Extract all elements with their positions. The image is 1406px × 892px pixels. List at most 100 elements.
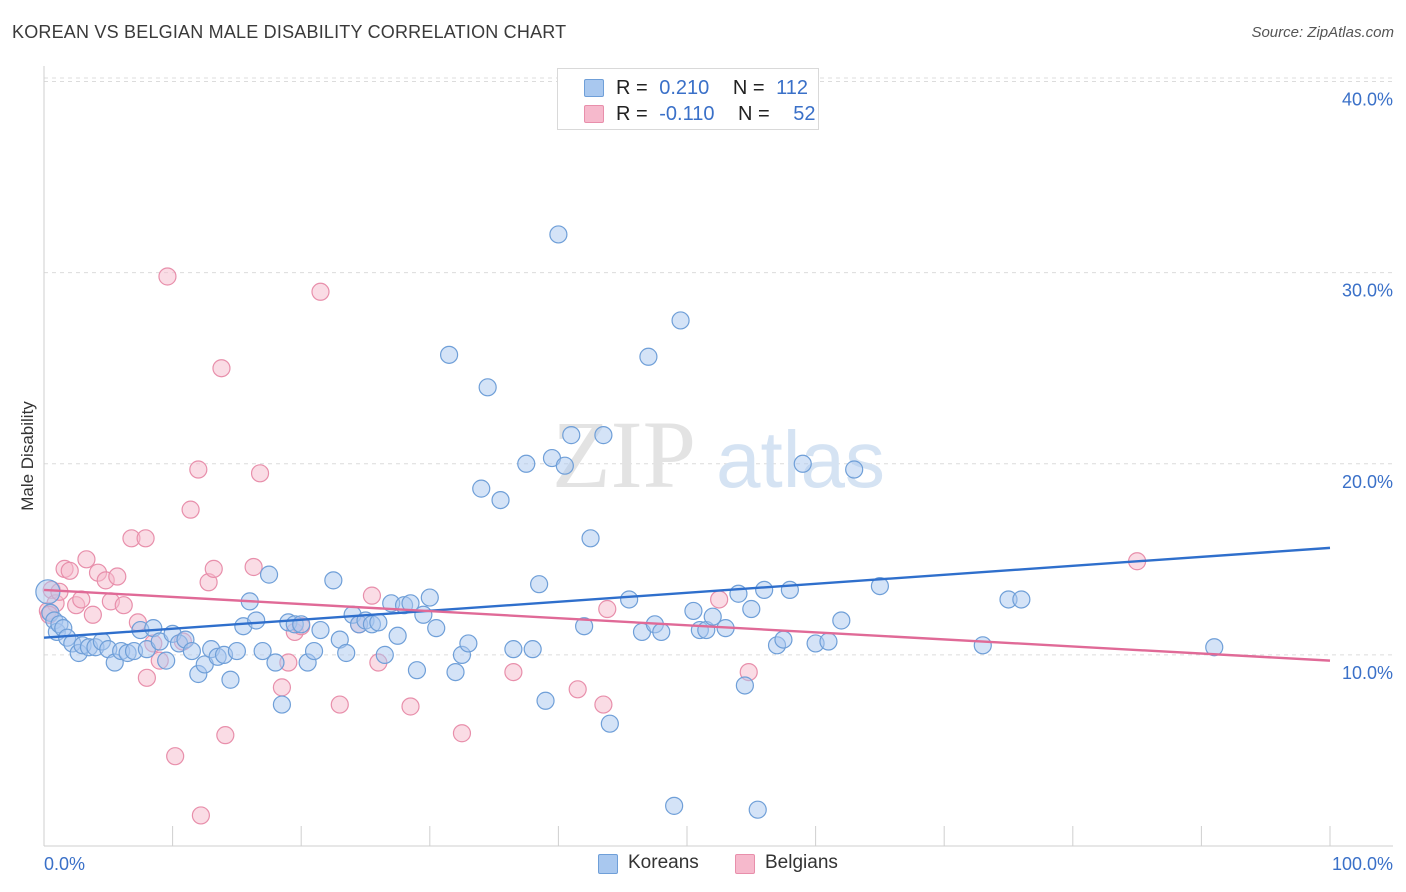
korean-point-37: [253, 641, 272, 661]
korean-point-97: [735, 676, 754, 695]
belgian-point-23: [181, 500, 200, 519]
y-tick-label-0: 10.0%: [1342, 663, 1393, 683]
korean-point-63: [427, 619, 446, 638]
bottom-swatch-koreans: [598, 854, 618, 874]
korean-point-84: [620, 590, 639, 609]
y-tick-label-3: 40.0%: [1342, 90, 1393, 110]
n-value-belgians: 52: [793, 103, 816, 125]
belgian-point-13: [108, 567, 127, 586]
korean-point-98: [742, 599, 761, 619]
belgian-point-32: [272, 678, 292, 697]
korean-point-112: [1012, 590, 1031, 609]
korean-point-77: [555, 456, 574, 475]
chart-source: Source: ZipAtlas.com: [1251, 24, 1394, 41]
korean-point-26: [182, 641, 201, 661]
korean-point-64: [439, 345, 459, 364]
korean-point-110: [973, 636, 992, 655]
korean-point-57: [388, 626, 407, 645]
korean-point-62: [420, 588, 439, 607]
n-value-koreans: 112: [776, 77, 809, 99]
belgian-point-45: [594, 695, 613, 714]
trend-lines: [43, 546, 1331, 662]
korean-point-113: [1205, 638, 1224, 657]
belgian-point-44: [568, 680, 587, 699]
belgian-point-27: [204, 559, 223, 578]
korean-point-75: [536, 691, 555, 710]
korean-point-46: [311, 620, 330, 640]
belgian-point-14: [114, 596, 133, 615]
korean-point-36: [247, 611, 266, 630]
belgian-point-7: [72, 590, 91, 609]
belgian-point-28: [212, 359, 231, 378]
watermark: ZIP atlas: [552, 401, 885, 508]
bottom-swatch-belgians: [735, 854, 755, 874]
y-tick-label-1: 20.0%: [1342, 472, 1393, 492]
korean-point-45: [304, 641, 324, 661]
korean-point-81: [581, 529, 600, 548]
belgian-point-8: [77, 550, 96, 569]
belgian-point-24: [189, 460, 208, 479]
belgian-point-9: [83, 605, 102, 624]
belgian-point-31: [250, 464, 270, 483]
bottom-label-koreans: Koreans: [628, 852, 699, 873]
korean-point-47: [324, 571, 343, 590]
bottom-label-belgians: Belgians: [765, 852, 838, 873]
belgian-point-37: [330, 695, 349, 714]
y-tick-label-2: 30.0%: [1342, 281, 1393, 301]
belgian-point-21: [166, 747, 185, 766]
korean-point-33: [227, 641, 246, 661]
n-label: N =: [732, 77, 765, 99]
korean-point-74: [530, 575, 549, 594]
belgian-trend-line: [43, 588, 1331, 662]
axes: [43, 66, 1393, 847]
korean-point-80: [575, 617, 594, 636]
series-koreans: [35, 225, 1224, 819]
korean-point-73: [523, 640, 542, 659]
belgian-point-17: [136, 529, 155, 548]
belgian-point-50: [137, 668, 156, 687]
r-label: R =: [616, 103, 648, 125]
watermark-zip: ZIP: [552, 401, 696, 508]
belgian-point-29: [216, 726, 235, 745]
korean-point-82: [594, 426, 613, 445]
chart-title: KOREAN VS BELGIAN MALE DISABILITY CORREL…: [12, 22, 567, 42]
korean-point-55: [375, 645, 394, 664]
stats-legend: R = 0.210 N = 112 R = -0.110 N = 52: [557, 68, 819, 130]
korean-point-94: [703, 607, 722, 626]
belgian-point-20: [158, 267, 177, 286]
belgian-point-30: [244, 557, 263, 577]
korean-point-106: [819, 632, 838, 651]
r-value-belgians: -0.110: [659, 103, 715, 125]
korean-point-78: [549, 225, 568, 244]
korean-point-86: [639, 347, 658, 366]
korean-point-69: [478, 378, 497, 397]
belgian-point-5: [60, 561, 79, 580]
r-label: R =: [616, 77, 648, 99]
belgian-point-43: [504, 662, 523, 682]
belgian-point-47: [710, 590, 729, 609]
korean-point-107: [832, 611, 851, 630]
x-tick-labels: 0.0% 100.0%: [44, 854, 1393, 874]
korean-point-100: [748, 800, 767, 819]
korean-point-108: [845, 460, 864, 479]
korean-point-91: [684, 601, 703, 621]
korean-point-90: [671, 311, 690, 330]
belgian-point-41: [401, 697, 420, 716]
belgian-point-39: [362, 586, 382, 605]
y-tick-labels: 10.0% 20.0% 30.0% 40.0%: [1342, 90, 1393, 683]
korean-point-49: [337, 643, 356, 663]
belgian-point-46: [598, 599, 617, 619]
korean-point-83: [600, 714, 619, 733]
r-value-koreans: 0.210: [659, 77, 710, 99]
korean-point-102: [774, 630, 793, 649]
korean-point-89: [665, 796, 684, 815]
korean-point-99: [755, 580, 774, 600]
x-tick-label-1: 100.0%: [1332, 854, 1393, 874]
korean-point-0: [35, 579, 61, 605]
belgian-point-36: [311, 282, 330, 301]
korean-point-61: [414, 605, 433, 624]
korean-point-70: [491, 490, 510, 510]
korean-point-54: [369, 613, 388, 632]
korean-point-71: [504, 640, 523, 659]
